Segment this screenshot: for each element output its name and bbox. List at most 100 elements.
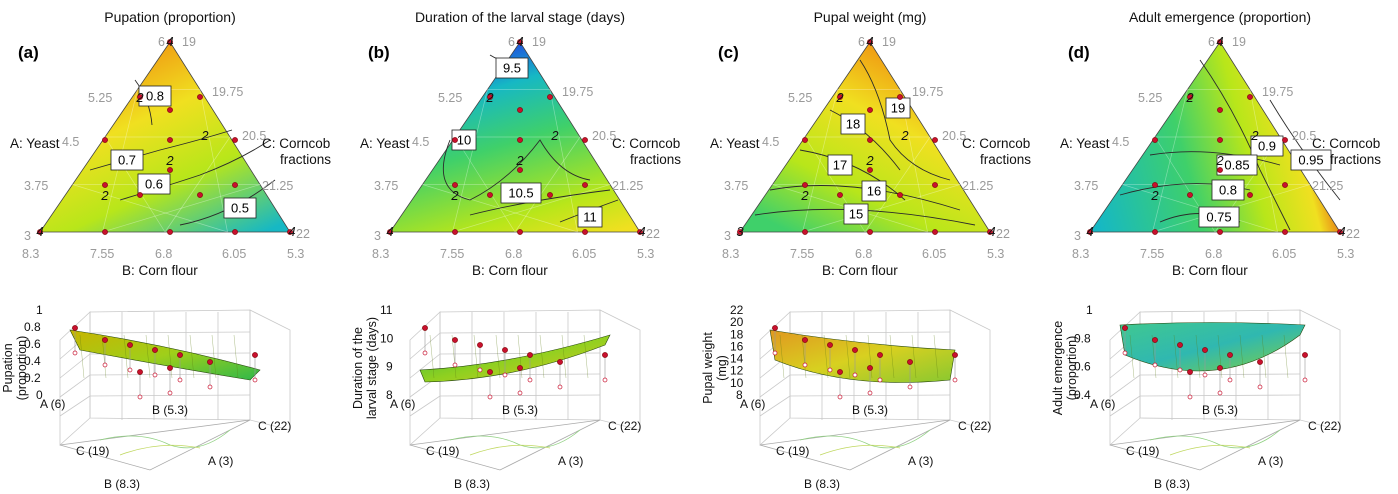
residual-point [907, 384, 913, 390]
b-tick: 8.3 [372, 247, 389, 261]
corner-label: B (8.3) [1154, 477, 1190, 491]
grid-line [759, 374, 791, 398]
c-tick: 19.75 [212, 85, 243, 99]
mesh-line [1173, 334, 1179, 379]
grid-line [514, 136, 581, 233]
response-surface [419, 334, 611, 383]
corner-label: B (5.3) [852, 403, 888, 417]
floor-contour [819, 444, 901, 456]
grid-line [452, 89, 488, 233]
mesh-line [233, 334, 239, 379]
contour-line [859, 59, 951, 181]
surface-point [1257, 359, 1263, 365]
design-point [1217, 107, 1223, 113]
replicate-count: 4 [638, 224, 645, 239]
b-axis-label: B: Corn flour [122, 263, 198, 278]
surface-plot: 0.4 0.6 0.8 1 Adult emergence (proportion) A (… [1051, 303, 1341, 491]
a-tick: 3.75 [24, 179, 48, 193]
floor-contour [469, 444, 551, 456]
design-point [867, 107, 873, 113]
design-point [897, 94, 903, 100]
replicate-count: 2 [865, 153, 874, 168]
grid-line [1152, 89, 1188, 233]
floor-triangle [1109, 419, 1301, 471]
a-tick: 5.25 [88, 91, 112, 105]
a-tick: 5.25 [1138, 91, 1162, 105]
b-tick: 8.3 [722, 247, 739, 261]
z-axis-label: Duration of the larval stage (days) [351, 317, 379, 419]
z-tick: 22 [730, 303, 744, 317]
mesh-line [779, 334, 785, 379]
c-tick: 21.25 [1312, 179, 1343, 193]
panel-label: (d) [1068, 43, 1090, 62]
residual-point [1202, 372, 1208, 378]
mesh-line [561, 334, 567, 379]
c-axis-label: fractions [1330, 152, 1381, 167]
mesh-line [211, 334, 217, 379]
design-point [867, 39, 873, 45]
floor-contour [119, 444, 201, 456]
design-point [517, 229, 523, 235]
mesh-line [867, 334, 873, 379]
mesh-line [429, 334, 435, 379]
surface-point [877, 352, 883, 358]
contour-label: 17 [833, 158, 847, 173]
mesh-line [495, 334, 501, 379]
c-axis-label: C: Corncob [1312, 136, 1380, 151]
replicate-count: 2 [900, 128, 909, 143]
corner-label: C (19) [776, 444, 809, 458]
surface-point [1152, 337, 1158, 343]
design-point [137, 192, 143, 198]
residual-point [1122, 350, 1128, 356]
design-point [897, 192, 903, 198]
design-point [932, 229, 938, 235]
surface-point [152, 347, 158, 353]
grid-line [59, 374, 91, 398]
grid-line [199, 89, 228, 233]
corner-label: A (3) [208, 454, 233, 468]
residual-point [802, 362, 808, 368]
design-point [1282, 137, 1288, 143]
z-tick: 1 [36, 303, 43, 317]
residual-point [452, 362, 458, 368]
surface-point [772, 325, 778, 331]
grid-line [89, 331, 251, 334]
residual-point [487, 394, 493, 400]
contour-label-box [577, 206, 603, 228]
mesh-line [583, 334, 589, 379]
z-tick: 16 [730, 339, 744, 353]
grid-line [1109, 395, 1141, 417]
corner-label: C (19) [1126, 444, 1159, 458]
side-wall [599, 309, 641, 431]
a-tick: 6 [508, 35, 515, 49]
grid-line [164, 136, 231, 233]
residual-point [422, 350, 428, 356]
c-tick: 22 [1346, 227, 1360, 241]
panel-label: (c) [718, 43, 739, 62]
b-tick: 8.3 [1072, 247, 1089, 261]
a-tick: 19 [1232, 35, 1246, 49]
grid-line [59, 395, 91, 417]
c-tick: 21.25 [962, 179, 993, 193]
residual-point [127, 367, 133, 373]
corner-label: A (6) [740, 397, 765, 411]
z-axis-label: Pupation (proportion) [1, 336, 29, 401]
grid-line [102, 184, 261, 233]
b-tick: 5.3 [1337, 247, 1354, 261]
z-axis-label-line: Adult emergence [1051, 321, 1065, 416]
b-tick: 6.05 [222, 247, 246, 261]
design-point [137, 94, 143, 100]
contour-label-box [861, 180, 887, 202]
residual-point [827, 367, 833, 373]
surface-point [557, 359, 563, 365]
a-tick: 4.5 [1112, 135, 1129, 149]
corner-label: A (6) [1090, 397, 1115, 411]
corner-label: B (5.3) [152, 403, 188, 417]
contour-line [769, 185, 961, 211]
contour-label-box [827, 154, 853, 176]
replicate-count: 4 [516, 34, 523, 49]
replicate-count: 4 [36, 224, 43, 239]
